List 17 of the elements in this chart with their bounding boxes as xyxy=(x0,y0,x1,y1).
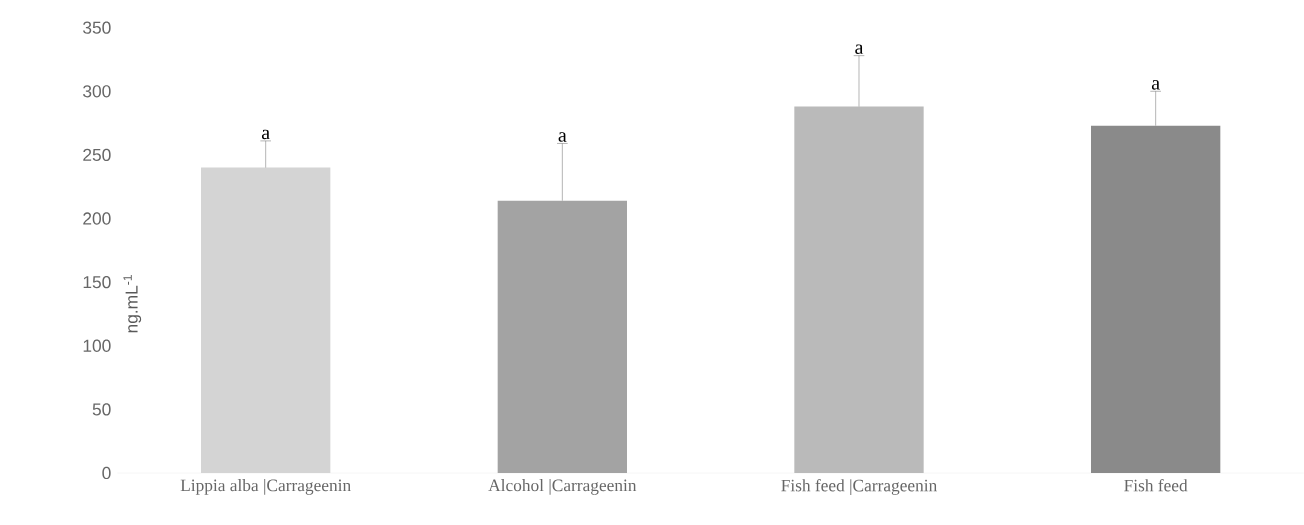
y-tick-label: 0 xyxy=(102,466,111,480)
y-tick-label: 350 xyxy=(83,21,111,34)
annotation: a xyxy=(855,44,864,55)
x-tick-label: Lippia alba |Carrageenin xyxy=(180,479,351,495)
y-tick-label: 150 xyxy=(83,275,111,289)
y-tick-label: 200 xyxy=(83,212,111,225)
annotation: a xyxy=(261,129,270,140)
y-tick-label: 250 xyxy=(83,148,111,162)
annotation: a xyxy=(1151,80,1160,90)
y-axis-title: ng.mL$^{-1}$ xyxy=(123,275,142,333)
x-tick-label: Fish feed xyxy=(1124,479,1188,492)
annotation: a xyxy=(558,132,567,142)
y-tick-label: 100 xyxy=(83,339,111,352)
x-tick-label: Fish feed |Carrageenin xyxy=(781,479,937,495)
y-tick-label: 300 xyxy=(83,85,111,98)
y-tick-label: 50 xyxy=(92,403,111,416)
x-tick-label: Alcohol |Carrageenin xyxy=(488,479,637,495)
